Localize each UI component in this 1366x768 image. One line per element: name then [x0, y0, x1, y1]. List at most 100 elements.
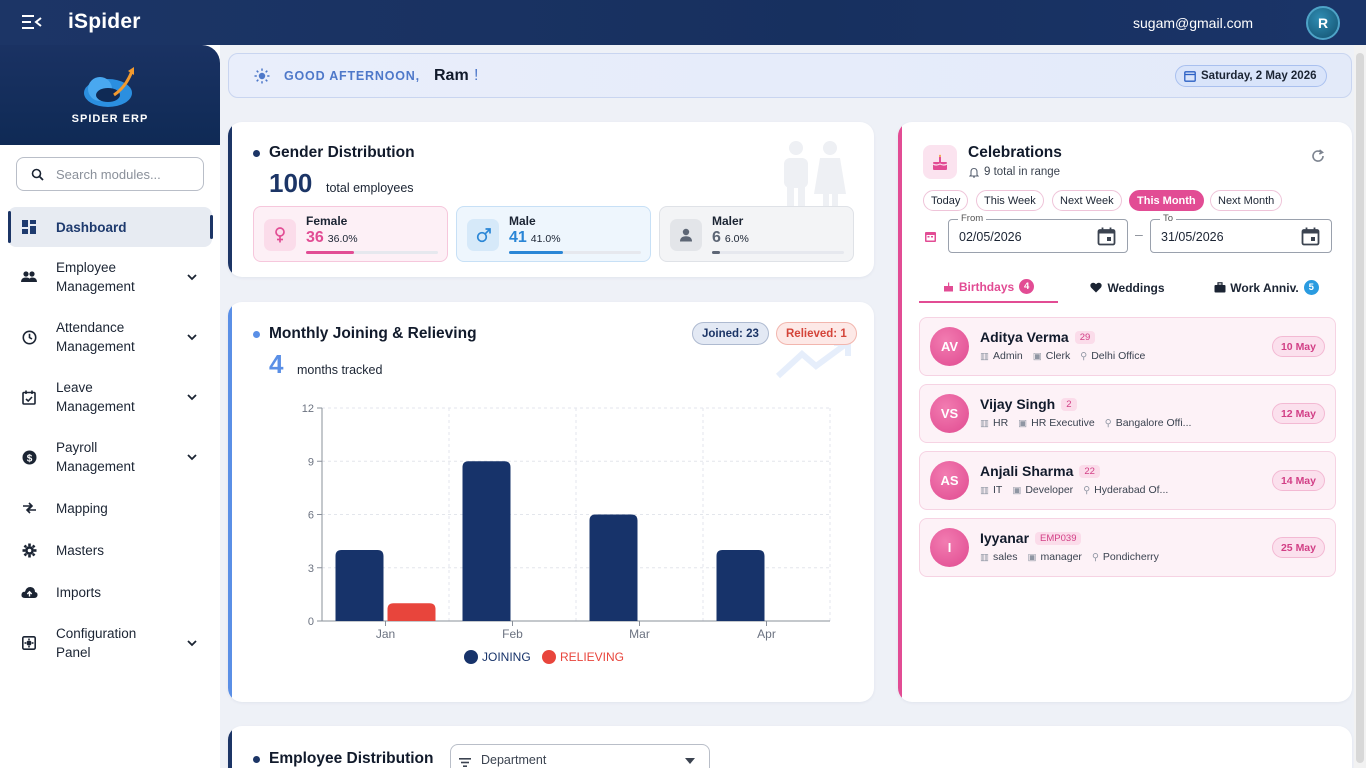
list-item[interactable]: VS Vijay Singh 2 ▥ HR ▣ HR Executive ⚲ Banga…: [919, 384, 1336, 443]
list-item[interactable]: AS Anjali Sharma 22 ▥ IT ▣ Developer ⚲ Hyder…: [919, 451, 1336, 510]
list-item[interactable]: AV Aditya Verma 29 ▥ Admin ▣ Clerk ⚲ Delhi O…: [919, 317, 1336, 376]
months-tracked-count: 4: [269, 349, 284, 379]
sidebar-item-employee-management[interactable]: Employee Management: [0, 247, 220, 307]
people-silhouette-icon: [784, 141, 846, 214]
cake-icon: [943, 282, 953, 292]
sidebar-item-attendance-management[interactable]: Attendance Management: [0, 307, 220, 367]
tab-work-anniversary[interactable]: Work Anniv. 5: [1197, 272, 1336, 303]
chevron-down-icon: [187, 640, 197, 647]
to-date-field[interactable]: To 31/05/2026: [1150, 213, 1332, 253]
person-icon: [670, 219, 702, 251]
role: manager: [1040, 551, 1082, 563]
user-avatar[interactable]: R: [1306, 6, 1340, 40]
cake-icon: [923, 145, 957, 179]
sidebar-item-configuration-panel[interactable]: Configuration Panel: [0, 613, 220, 673]
from-date-label: From: [958, 213, 987, 224]
tab-birthdays[interactable]: Birthdays 4: [919, 272, 1058, 303]
location-pin-icon: ⚲: [1091, 551, 1099, 563]
female-icon: [264, 219, 296, 251]
male-progress-fill: [509, 251, 564, 254]
filter-next-week[interactable]: Next Week: [1052, 190, 1122, 211]
other-gender-count-line: 6 6.0%: [712, 229, 749, 247]
person-name-line: Anjali Sharma 22: [980, 463, 1100, 479]
calendar-range-icon: [925, 232, 936, 242]
person-name-line: Vijay Singh 2: [980, 396, 1077, 412]
x-tick-label: Apr: [757, 627, 776, 641]
calendar-icon[interactable]: [1301, 227, 1320, 246]
location-pin-icon: ⚲: [1083, 484, 1091, 496]
chevron-down-icon: [187, 334, 197, 341]
distribution-select-value: Department: [481, 753, 547, 767]
title-dot: [253, 756, 260, 763]
module-search[interactable]: [16, 157, 204, 191]
person-name: Anjali Sharma: [980, 463, 1074, 479]
role-meta: ▣ manager: [1028, 551, 1082, 563]
male-stat: Male 41 41.0%: [456, 206, 651, 262]
filter-this-week[interactable]: This Week: [976, 190, 1044, 211]
relieved-pill: Relieved: 1: [776, 322, 857, 345]
location-meta: ⚲ Bangalore Offi...: [1105, 417, 1192, 429]
refresh-icon[interactable]: [1311, 149, 1325, 163]
tab-weddings[interactable]: Weddings: [1058, 272, 1197, 303]
role: Developer: [1025, 484, 1074, 496]
card-accent: [228, 122, 232, 277]
legend-swatch: [542, 650, 556, 664]
sidebar-item-label: Dashboard: [56, 219, 127, 235]
celebration-date: 14 May: [1271, 470, 1325, 491]
sidebar-item-label: Payroll Management: [56, 440, 135, 474]
chevron-down-icon: [187, 274, 197, 281]
calendar-icon[interactable]: [1097, 227, 1116, 246]
y-tick-label: 0: [308, 616, 314, 628]
clock-icon: [20, 328, 38, 346]
cloud-upload-icon: [20, 583, 38, 601]
from-date-field[interactable]: From 02/05/2026: [948, 213, 1128, 253]
filter-next-month[interactable]: Next Month: [1210, 190, 1283, 211]
joining-title: Monthly Joining & Relieving: [269, 325, 477, 342]
x-tick-label: Jan: [376, 627, 395, 641]
filter-lines-icon: [459, 758, 471, 767]
department-meta: ▥ HR: [980, 417, 1008, 429]
spider-logo-icon: [84, 67, 134, 107]
sidebar-item-dashboard[interactable]: Dashboard: [8, 207, 213, 247]
sidebar-item-payroll-management[interactable]: $ Payroll Management: [0, 427, 220, 487]
celebrations-card: Celebrations 9 total in range Today This…: [898, 122, 1352, 702]
to-date-value: 31/05/2026: [1161, 230, 1224, 244]
greeting-banner: GOOD AFTERNOON, Ram ! Saturday, 2 May 20…: [228, 53, 1352, 98]
search-input[interactable]: [56, 166, 186, 182]
range-separator: –: [1135, 226, 1143, 242]
department-meta: ▥ sales: [980, 551, 1018, 563]
filter-this-month[interactable]: This Month: [1129, 190, 1204, 211]
sidebar-item-label: Mapping: [56, 500, 108, 516]
sidebar-item-masters[interactable]: Masters: [0, 529, 220, 571]
celebrations-subtitle-line: 9 total in range: [969, 166, 1060, 178]
person-name-line: Iyyanar EMP039: [980, 530, 1082, 546]
location: Pondicherry: [1102, 551, 1159, 563]
list-item[interactable]: I Iyyanar EMP039 ▥ sales ▣ manager ⚲ Pondich…: [919, 518, 1336, 577]
bar-relieving-jan: [387, 603, 436, 621]
card-accent: [228, 302, 232, 702]
y-tick-label: 12: [302, 403, 314, 415]
heart-icon: [1090, 282, 1103, 293]
briefcase-icon: ▣: [1032, 350, 1042, 362]
location-meta: ⚲ Hyderabad Of...: [1083, 484, 1168, 496]
monthly-joining-card: Monthly Joining & Relieving 4 months tra…: [228, 302, 874, 702]
sidebar-item-leave-management[interactable]: Leave Management: [0, 367, 220, 427]
page-scrollbar[interactable]: [1354, 45, 1366, 768]
celebrations-subtitle: 9 total in range: [984, 166, 1061, 178]
avatar: AV: [930, 327, 969, 366]
bar-joining-apr: [716, 550, 765, 621]
distribution-group-select[interactable]: Department: [450, 744, 710, 768]
avatar: AS: [930, 461, 969, 500]
filter-today[interactable]: Today: [923, 190, 969, 211]
legend-swatch: [464, 650, 478, 664]
location-meta: ⚲ Pondicherry: [1092, 551, 1159, 563]
sidebar-item-mapping[interactable]: Mapping: [0, 487, 220, 529]
legend-label: RELIEVING: [560, 650, 624, 664]
current-date-chip: Saturday, 2 May 2026: [1175, 65, 1327, 87]
sidebar-item-label: Configuration Panel: [56, 626, 137, 660]
tab-work-anniversary-label: Work Anniv.: [1230, 280, 1299, 295]
sidebar-item-imports[interactable]: Imports: [0, 571, 220, 613]
scrollbar-thumb[interactable]: [1356, 53, 1364, 763]
from-date-value: 02/05/2026: [959, 230, 1022, 244]
menu-collapse-icon[interactable]: [22, 14, 42, 30]
